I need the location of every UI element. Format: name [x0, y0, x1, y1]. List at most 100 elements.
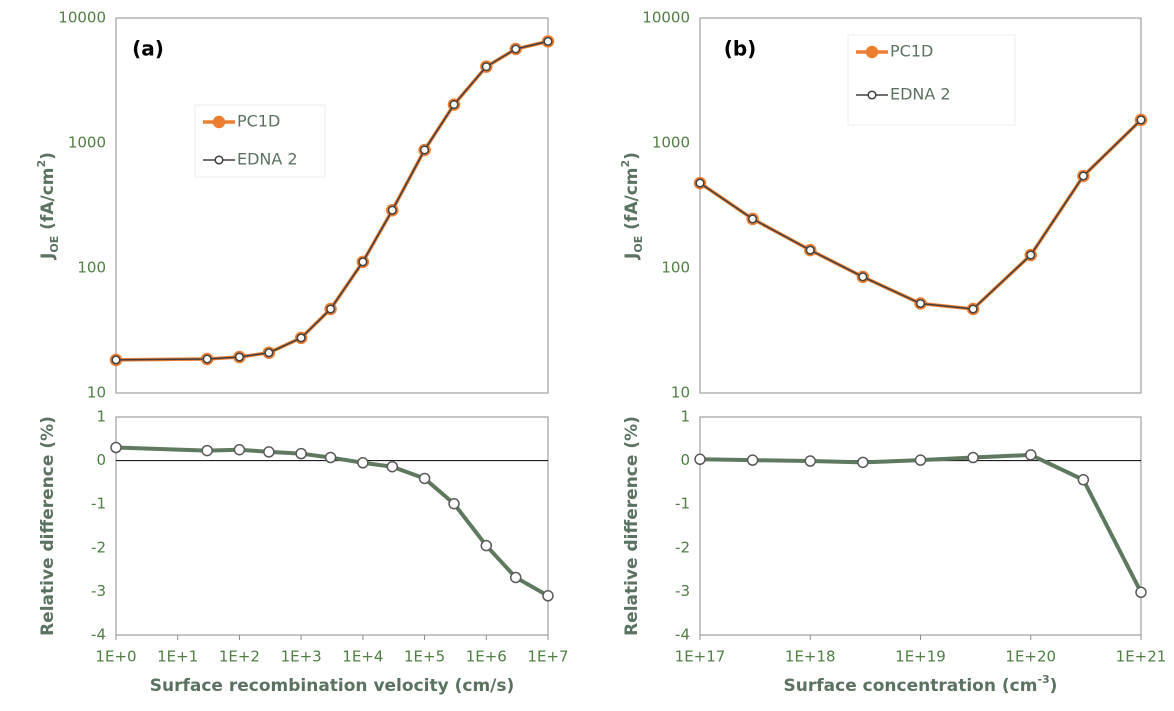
data-line — [699, 452, 1143, 594]
y-tick-label: 10 — [671, 384, 690, 402]
legend-label: EDNA 2 — [237, 150, 298, 169]
plot-frame — [699, 416, 1142, 636]
marker — [420, 145, 430, 155]
y-tick-label: 100 — [661, 259, 690, 277]
marker — [1136, 115, 1146, 125]
marker — [1025, 449, 1037, 461]
marker — [858, 272, 868, 282]
marker — [386, 460, 399, 473]
y-tick-label: 10 — [87, 384, 106, 402]
marker — [1077, 474, 1090, 486]
x-tick-label: 1E+17 — [675, 648, 726, 666]
y-axis-title: Relative difference (%) — [622, 416, 642, 636]
x-tick-label: 1E+0 — [95, 648, 136, 666]
marker — [804, 455, 816, 467]
x-tick-label: 1E+4 — [342, 648, 383, 666]
y-tick-label: 1 — [680, 408, 690, 426]
x-tick-label: 1E+1 — [157, 648, 198, 666]
data-line — [115, 445, 549, 598]
y-axis-title-part: Relative difference (%) — [622, 416, 642, 636]
marker — [694, 453, 706, 466]
marker — [234, 352, 244, 362]
x-tick-label: 1E+3 — [281, 648, 322, 666]
legend-label: EDNA 2 — [890, 85, 951, 104]
x-tick-label: 1E+5 — [404, 648, 445, 666]
y-axis-title-part: OE — [632, 236, 645, 253]
y-tick-label: 1000 — [68, 134, 106, 152]
marker — [263, 446, 275, 458]
y-tick-label: 0 — [96, 451, 106, 469]
y-axis-title-part: ) — [38, 152, 58, 160]
marker — [264, 348, 274, 358]
marker — [748, 214, 758, 224]
plot-frame — [699, 17, 1142, 394]
plot-frame — [115, 416, 549, 636]
x-axis-title-part: Surface concentration (cm — [784, 676, 1038, 696]
x-axis-title-part: ) — [1050, 676, 1058, 696]
marker — [805, 245, 815, 255]
y-tick-label: 1 — [96, 408, 106, 426]
y-tick-label: 10000 — [58, 9, 106, 27]
y-tick-label: -3 — [675, 582, 690, 600]
marker — [1026, 250, 1036, 260]
marker — [480, 539, 493, 552]
legend-marker — [865, 45, 879, 59]
legend-marker — [867, 90, 877, 100]
marker — [449, 100, 459, 110]
y-tick-label: -1 — [91, 495, 106, 513]
y-tick-label: -2 — [675, 538, 690, 556]
y-axis-title-part: 2 — [619, 160, 632, 168]
y-axis-title-part: OE — [48, 236, 61, 253]
x-tick-label: 1E+2 — [219, 648, 260, 666]
y-tick-label: 100 — [77, 259, 106, 277]
marker — [511, 44, 521, 54]
y-axis-title-part: J — [38, 253, 58, 260]
y-tick-label: -4 — [675, 626, 690, 644]
x-tick-label: 1E+18 — [785, 648, 836, 666]
marker — [201, 444, 213, 457]
marker — [296, 333, 306, 343]
legend-label: PC1D — [890, 42, 933, 61]
y-axis-title-part: 2 — [35, 160, 48, 168]
plot-frame — [115, 17, 549, 394]
x-axis-title: Surface recombination velocity (cm/s) — [150, 676, 515, 696]
y-axis-title-part: Relative difference (%) — [38, 416, 58, 636]
y-axis-title: JOE (fA/cm2) — [35, 152, 61, 260]
marker — [857, 456, 869, 469]
marker — [543, 36, 553, 46]
x-axis-title-part: -3 — [1037, 673, 1049, 686]
marker — [418, 472, 431, 485]
marker — [326, 304, 336, 314]
x-tick-label: 1E+6 — [466, 648, 507, 666]
x-tick-label: 1E+20 — [1005, 648, 1056, 666]
x-tick-label: 1E+19 — [895, 648, 946, 666]
marker — [967, 451, 979, 464]
marker — [542, 590, 554, 602]
marker — [358, 257, 368, 267]
panel-label: (a) — [132, 37, 164, 61]
y-axis-title-part: (fA/cm — [622, 167, 642, 235]
marker — [915, 298, 926, 309]
data-line — [699, 119, 1142, 310]
marker — [448, 498, 460, 510]
y-axis-title-part: ) — [622, 152, 642, 160]
y-tick-label: 1000 — [652, 134, 690, 152]
marker — [1078, 171, 1088, 181]
marker — [387, 205, 397, 215]
legend-label: PC1D — [237, 112, 280, 131]
y-tick-label: -2 — [91, 538, 106, 556]
x-tick-label: 1E+7 — [527, 648, 568, 666]
y-tick-label: -1 — [675, 495, 690, 513]
marker — [233, 443, 246, 456]
marker — [509, 571, 522, 584]
y-tick-label: 0 — [680, 451, 690, 469]
marker — [914, 454, 927, 466]
panel-label: (b) — [724, 37, 757, 61]
legend-marker — [214, 155, 224, 165]
x-axis-title: Surface concentration (cm-3) — [784, 673, 1058, 697]
legend-marker — [212, 115, 226, 129]
y-tick-label: -4 — [91, 626, 106, 644]
marker — [695, 178, 705, 188]
x-axis-title-part: Surface recombination velocity (cm/s) — [150, 676, 515, 696]
